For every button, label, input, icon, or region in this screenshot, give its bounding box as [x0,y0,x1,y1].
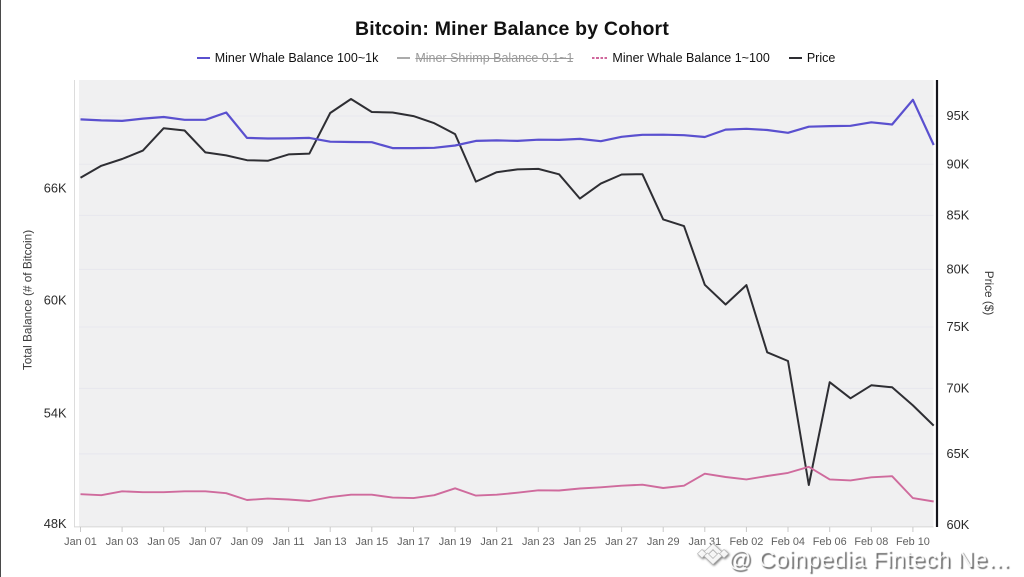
svg-text:Jan 01: Jan 01 [64,536,97,548]
svg-text:65K: 65K [947,446,970,461]
svg-text:Jan 27: Jan 27 [605,536,638,548]
svg-text:66K: 66K [44,180,67,195]
svg-text:Jan 09: Jan 09 [231,536,264,548]
svg-text:60K: 60K [44,292,67,307]
svg-text:Jan 15: Jan 15 [355,536,388,548]
svg-text:Jan 21: Jan 21 [480,536,513,548]
svg-text:Jan 13: Jan 13 [314,536,347,548]
svg-text:85K: 85K [947,207,970,222]
svg-text:80K: 80K [947,261,970,276]
svg-text:Jan 19: Jan 19 [439,536,472,548]
svg-text:70K: 70K [947,380,970,395]
svg-text:Feb 10: Feb 10 [896,536,930,548]
svg-text:Feb 02: Feb 02 [729,536,763,548]
svg-text:95K: 95K [947,108,970,123]
svg-text:48K: 48K [44,516,67,531]
svg-text:Jan 07: Jan 07 [189,536,222,548]
svg-text:Feb 08: Feb 08 [854,536,888,548]
svg-text:54K: 54K [44,406,67,421]
svg-text:Jan 17: Jan 17 [397,536,430,548]
svg-text:Jan 05: Jan 05 [147,536,180,548]
svg-text:Jan 25: Jan 25 [564,536,597,548]
svg-text:Feb 06: Feb 06 [813,536,847,548]
svg-text:60K: 60K [947,517,970,532]
svg-text:75K: 75K [947,319,970,334]
svg-text:Jan 29: Jan 29 [647,536,680,548]
svg-text:Feb 04: Feb 04 [771,536,805,548]
svg-text:Jan 23: Jan 23 [522,536,555,548]
svg-text:Jan 11: Jan 11 [273,536,305,548]
svg-text:Total Balance (# of Bitcoin): Total Balance (# of Bitcoin) [21,230,35,370]
svg-text:90K: 90K [947,156,970,171]
svg-text:Jan 03: Jan 03 [106,536,139,548]
svg-text:Price ($): Price ($) [982,271,996,316]
